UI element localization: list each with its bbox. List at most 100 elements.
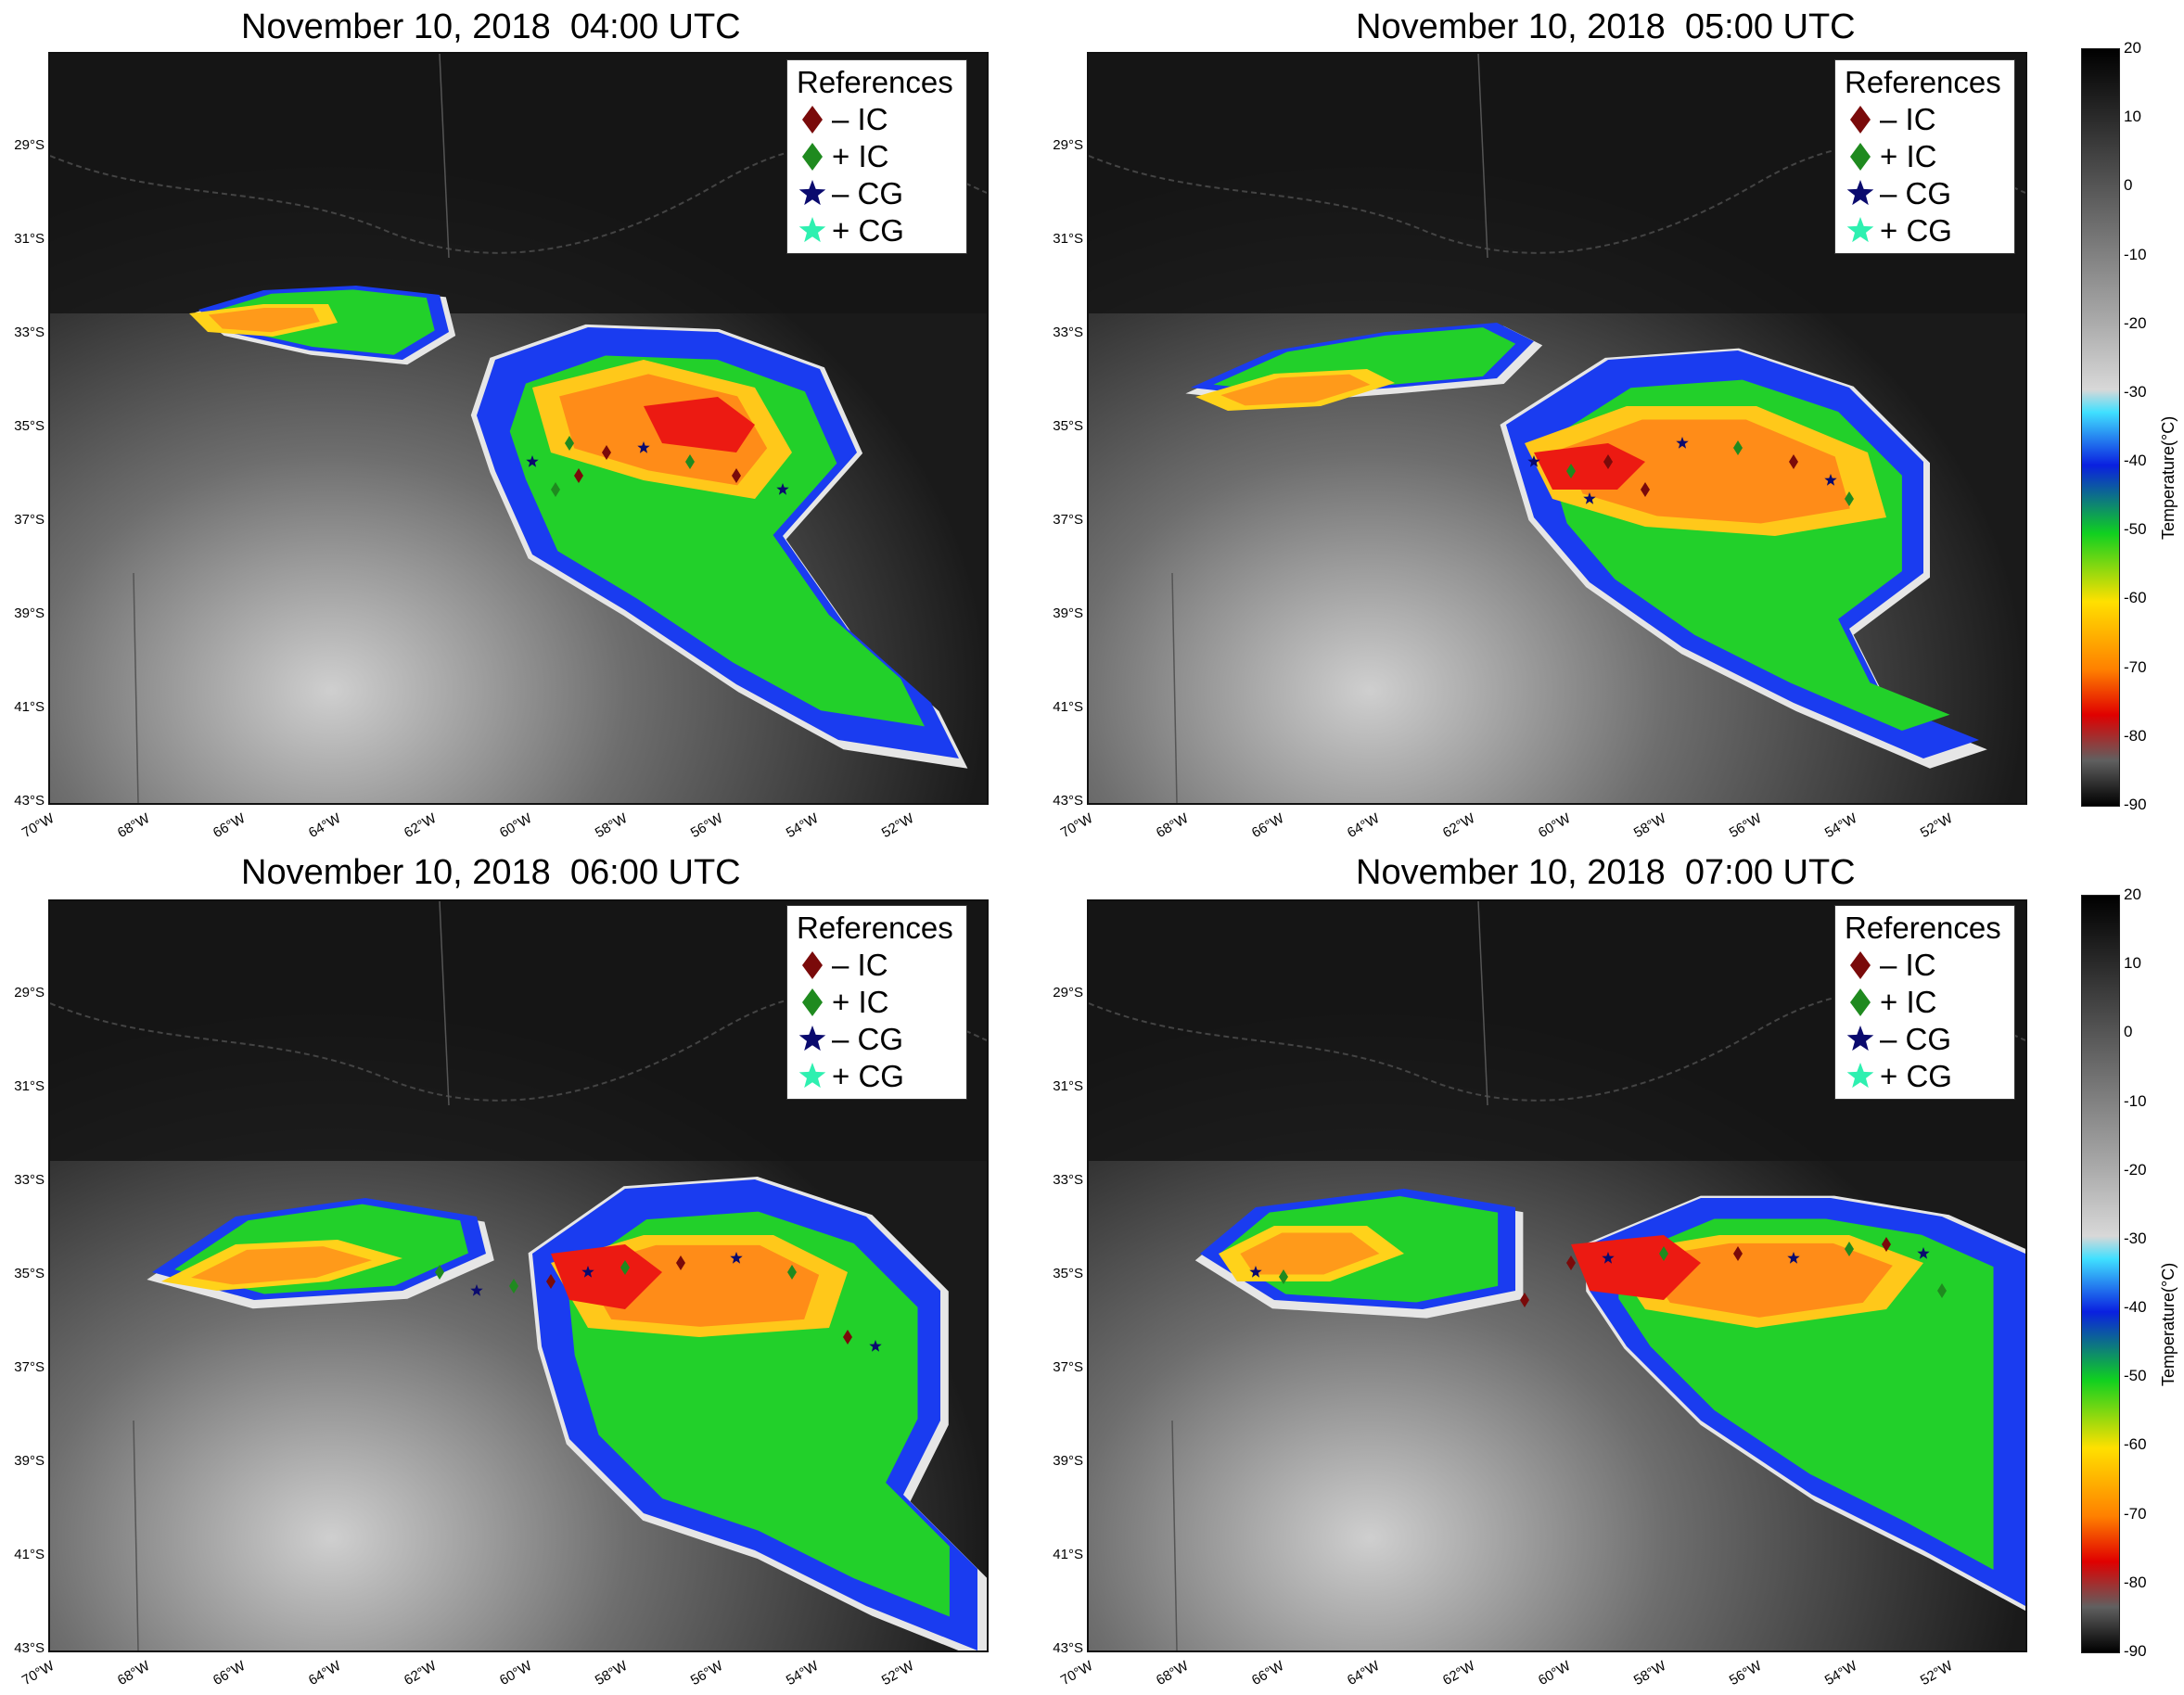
colorbar-tick-label: -70 <box>2124 1504 2147 1523</box>
diamond-marker-icon <box>1850 988 1871 1016</box>
longitude-label: 58°W <box>592 810 631 842</box>
legend-item-label: + IC <box>832 985 889 1019</box>
star-marker-icon <box>798 1026 826 1051</box>
legend-item-label: + IC <box>832 139 889 173</box>
legend-item-label: – IC <box>1880 102 1936 136</box>
colorbar-tick-label: -20 <box>2124 313 2147 332</box>
latitude-label: 31°S <box>1053 1078 1083 1094</box>
longitude-label: 62°W <box>401 810 440 842</box>
longitude-label: 52°W <box>1917 810 1956 842</box>
diamond-marker-icon <box>802 951 823 979</box>
latitude-label: 31°S <box>14 231 45 247</box>
cg-strike-marker <box>776 483 789 495</box>
longitude-label: 66°W <box>210 1658 249 1689</box>
legend-item-label: – IC <box>832 948 888 982</box>
legend-item: + IC <box>797 984 953 1021</box>
ic-strike-marker <box>1603 454 1613 469</box>
ic-strike-marker <box>1566 464 1576 478</box>
diamond-marker-icon <box>802 143 823 171</box>
latitude-label: 31°S <box>1053 231 1083 247</box>
ic-strike-marker <box>676 1255 685 1270</box>
longitude-label: 62°W <box>1439 1658 1478 1689</box>
longitude-label: 58°W <box>592 1658 631 1689</box>
colorbar-tick-label: 10 <box>2124 108 2141 126</box>
longitude-label: 66°W <box>1248 810 1287 842</box>
colorbar-top <box>2081 48 2120 807</box>
star-marker-icon <box>1846 1026 1874 1051</box>
ic-strike-marker <box>843 1330 852 1345</box>
longitude-label: 68°W <box>114 1658 153 1689</box>
latitude-label: 33°S <box>1053 325 1083 340</box>
ic-strike-marker <box>435 1265 444 1280</box>
colorbar-tick-label: -50 <box>2124 1367 2147 1385</box>
legend-item-label: + IC <box>1880 985 1937 1019</box>
ic-strike-marker <box>1882 1237 1891 1252</box>
latitude-label: 41°S <box>14 699 45 715</box>
ic-strike-marker <box>574 468 583 483</box>
ic-strike-marker <box>1520 1293 1529 1307</box>
longitude-label: 70°W <box>1057 810 1096 842</box>
star-marker-icon <box>798 180 826 206</box>
longitude-label: 60°W <box>1535 1658 1574 1689</box>
longitude-label: 52°W <box>878 810 917 842</box>
latitude-label: 29°S <box>14 985 45 1000</box>
ic-strike-marker <box>1279 1269 1288 1284</box>
star-marker-icon <box>1846 180 1874 206</box>
cg-strike-marker <box>581 1266 594 1278</box>
longitude-label: 56°W <box>1726 1658 1765 1689</box>
colorbar-tick-label: -30 <box>2124 1229 2147 1247</box>
ic-strike-marker <box>565 436 574 451</box>
legend-item-label: + CG <box>832 1059 904 1093</box>
latitude-label: 41°S <box>1053 699 1083 715</box>
ic-strike-marker <box>732 468 741 483</box>
longitude-label: 58°W <box>1630 1658 1669 1689</box>
legend-item-label: + CG <box>1880 213 1952 248</box>
panel-title: November 10, 2018 04:00 UTC <box>241 7 741 46</box>
ic-strike-marker <box>1733 440 1743 455</box>
star-marker-icon <box>798 217 826 243</box>
legend-item: + IC <box>797 138 953 175</box>
ic-strike-marker <box>1641 482 1650 497</box>
longitude-label: 56°W <box>687 1658 726 1689</box>
latitude-label: 37°S <box>14 512 45 528</box>
colorbar-tick-label: -40 <box>2124 1298 2147 1317</box>
ic-strike-marker <box>602 445 611 460</box>
latitude-label: 33°S <box>14 325 45 340</box>
latitude-label: 39°S <box>1053 1453 1083 1469</box>
map-image <box>1089 901 2025 1650</box>
cg-strike-marker <box>526 455 539 467</box>
colorbar-tick-label: -20 <box>2124 1160 2147 1179</box>
latitude-label: 39°S <box>14 605 45 621</box>
colorbar-bottom <box>2081 895 2120 1653</box>
cg-strike-marker <box>1917 1247 1930 1259</box>
cg-strike-marker <box>730 1252 743 1264</box>
ic-strike-marker <box>1566 1255 1576 1270</box>
diamond-marker-icon <box>1850 106 1871 134</box>
ic-strike-marker <box>551 482 560 497</box>
latitude-label: 35°S <box>14 418 45 434</box>
satellite-map <box>1087 899 2027 1652</box>
latitude-label: 43°S <box>1053 1640 1083 1656</box>
longitude-label: 54°W <box>1821 810 1860 842</box>
longitude-label: 70°W <box>19 1658 57 1689</box>
colorbar-tick-label: 10 <box>2124 954 2141 973</box>
legend-item-label: + CG <box>1880 1059 1952 1093</box>
longitude-label: 64°W <box>305 810 344 842</box>
ic-strike-marker <box>509 1279 518 1294</box>
latitude-label: 29°S <box>1053 985 1083 1000</box>
latitude-label: 33°S <box>1053 1172 1083 1188</box>
latitude-label: 43°S <box>14 793 45 809</box>
ic-strike-marker <box>1845 491 1854 506</box>
ic-strike-marker <box>620 1260 630 1275</box>
ic-strike-marker <box>685 454 695 469</box>
legend: References – IC + IC – CG + CG <box>786 59 967 254</box>
legend-item: + IC <box>1845 138 2001 175</box>
ic-strike-marker <box>1937 1283 1947 1298</box>
star-marker-icon <box>1846 1063 1874 1089</box>
cg-strike-marker <box>1527 455 1540 467</box>
colorbar-tick-label: 0 <box>2124 176 2133 195</box>
longitude-label: 68°W <box>114 810 153 842</box>
longitude-label: 52°W <box>1917 1658 1956 1689</box>
legend-item-label: – CG <box>1880 176 1952 210</box>
legend-item-label: – CG <box>832 176 904 210</box>
